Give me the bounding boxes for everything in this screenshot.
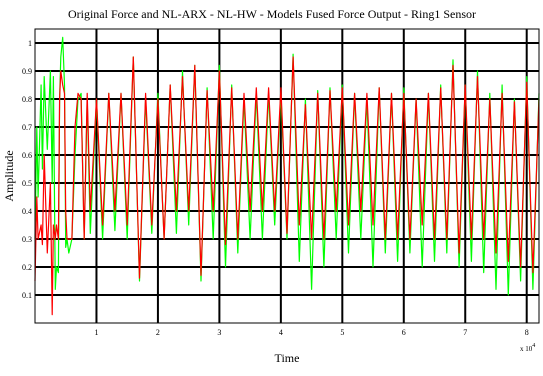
x-tick-label: 8 xyxy=(525,328,529,337)
x-axis-exponent-power: 4 xyxy=(532,343,535,349)
series-line-2 xyxy=(34,56,540,316)
x-tick-label: 1 xyxy=(94,328,98,337)
chart-title: Original Force and NL-ARX - NL-HW - Mode… xyxy=(68,7,476,21)
x-tick-label: 5 xyxy=(340,328,344,337)
y-tick-label: 0.1 xyxy=(22,291,32,300)
grid-lines xyxy=(35,29,539,323)
x-axis-exponent-base: x 10 xyxy=(520,345,533,353)
y-tick-label: 0.4 xyxy=(22,207,32,216)
x-tick-label: 6 xyxy=(402,328,406,337)
x-ticks: 1 2 3 4 5 6 7 8 xyxy=(94,328,528,337)
x-tick-label: 7 xyxy=(463,328,467,337)
x-axis-label: Time xyxy=(275,351,300,365)
y-tick-label: 0.7 xyxy=(22,123,32,132)
y-axis-label: Amplitude xyxy=(2,150,16,201)
y-tick-label: 0.8 xyxy=(22,95,32,104)
x-tick-label: 4 xyxy=(279,328,283,337)
series-lines xyxy=(34,36,540,316)
y-tick-label: 0.9 xyxy=(22,67,32,76)
x-tick-label: 2 xyxy=(156,328,160,337)
y-tick-label: 0.2 xyxy=(22,263,32,272)
plot-area xyxy=(34,28,540,324)
y-ticks: 0.1 0.2 0.3 0.4 0.5 0.6 0.7 0.8 0.9 1 xyxy=(22,39,32,300)
series-line-1 xyxy=(34,36,540,296)
x-tick-label: 3 xyxy=(217,328,221,337)
y-tick-label: 1 xyxy=(28,39,32,48)
x-axis-exponent-label: x 104 xyxy=(520,343,535,353)
y-tick-label: 0.6 xyxy=(22,151,32,160)
y-tick-label: 0.3 xyxy=(22,235,32,244)
y-tick-label: 0.5 xyxy=(22,179,32,188)
